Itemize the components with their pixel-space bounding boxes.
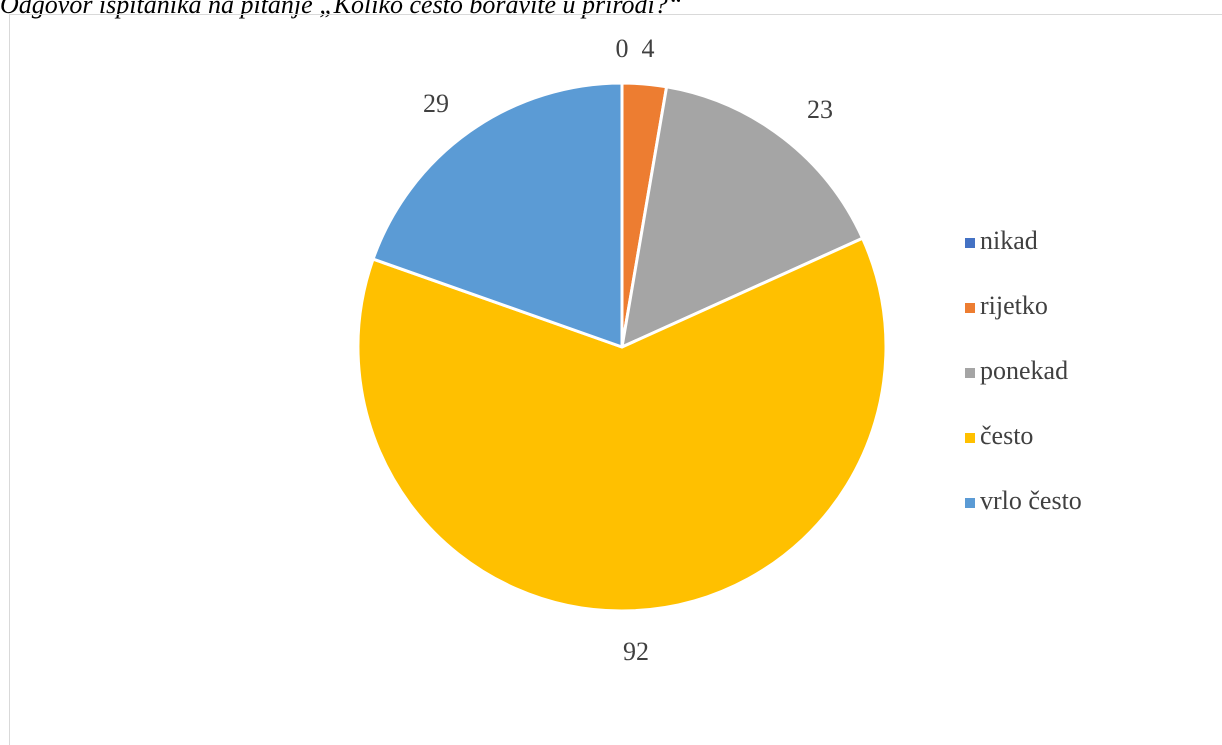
legend-label-rijetko: rijetko — [980, 291, 1048, 320]
legend-swatch-vrlo-često — [965, 498, 975, 508]
data-labels: 0 4 23 92 29 — [423, 34, 833, 666]
legend: nikad rijetko ponekad često vrlo često — [965, 226, 1082, 515]
pie-slice-ponekad — [620, 85, 865, 349]
legend-swatch-ponekad — [965, 368, 975, 378]
pie-slice-vrlo-često — [371, 81, 624, 349]
legend-swatch-nikad — [965, 238, 975, 248]
data-label-nikad: 0 — [616, 34, 629, 63]
chart-frame — [9, 14, 1222, 745]
data-label-često: 92 — [623, 637, 649, 666]
legend-label-vrlo-često: vrlo često — [980, 486, 1082, 515]
legend-label-često: često — [980, 421, 1033, 450]
data-label-rijetko: 4 — [642, 34, 655, 63]
legend-label-ponekad: ponekad — [980, 356, 1068, 385]
pie-slice-često — [356, 236, 888, 613]
pie-slices — [356, 81, 888, 613]
legend-label-nikad: nikad — [980, 226, 1038, 255]
legend-swatch-često — [965, 433, 975, 443]
data-label-vrlo-često: 29 — [423, 89, 449, 118]
data-label-ponekad: 23 — [807, 95, 833, 124]
legend-swatch-rijetko — [965, 303, 975, 313]
